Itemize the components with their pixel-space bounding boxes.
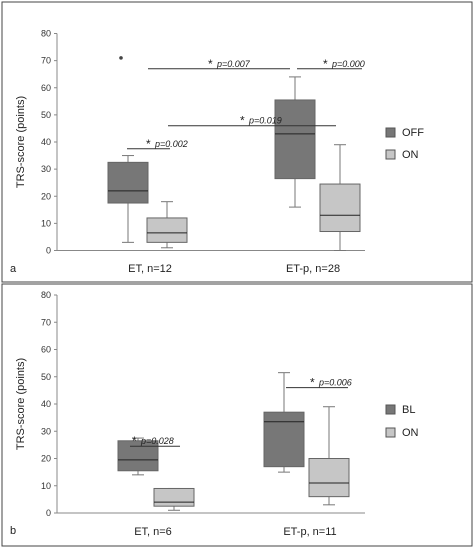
y-tick-label: 10 xyxy=(41,218,51,228)
significance-star: * xyxy=(132,434,137,448)
y-tick-label: 0 xyxy=(46,508,51,518)
box-on xyxy=(319,183,361,233)
legend-label: BL xyxy=(402,404,415,416)
y-tick-label: 50 xyxy=(41,110,51,120)
y-tick-label: 30 xyxy=(41,164,51,174)
y-tick-label: 80 xyxy=(41,29,51,39)
box-off xyxy=(274,99,316,180)
y-tick-label: 0 xyxy=(46,246,51,256)
significance-p-value: p=0.006 xyxy=(318,378,352,388)
outlier-point xyxy=(119,56,123,60)
y-tick-label: 40 xyxy=(41,399,51,409)
significance-star: * xyxy=(323,57,328,71)
legend-label: ON xyxy=(402,149,419,161)
significance-p-value: p=0.007 xyxy=(216,59,251,69)
significance-star: * xyxy=(208,57,213,71)
box-bl xyxy=(263,411,305,468)
y-tick-label: 80 xyxy=(41,290,51,300)
y-tick-label: 60 xyxy=(41,83,51,93)
significance-star: * xyxy=(146,137,151,151)
y-tick-label: 20 xyxy=(41,454,51,464)
panel-label: a xyxy=(10,263,17,275)
y-tick-label: 50 xyxy=(41,372,51,382)
y-axis-label: TRS-score (points) xyxy=(15,96,27,188)
y-tick-label: 20 xyxy=(41,191,51,201)
y-tick-label: 60 xyxy=(41,345,51,355)
category-label: ET-p, n=11 xyxy=(283,526,336,538)
y-axis-label: TRS-score (points) xyxy=(15,358,27,450)
legend-label: ON xyxy=(402,427,419,439)
legend-swatch xyxy=(385,149,396,160)
significance-p-value: p=0.019 xyxy=(248,116,282,126)
box-on xyxy=(146,217,188,243)
category-label: ET-p, n=28 xyxy=(286,263,340,275)
panel-frame xyxy=(1,283,473,547)
y-tick-label: 10 xyxy=(41,481,51,491)
box-off xyxy=(107,161,149,204)
y-tick-label: 40 xyxy=(41,137,51,147)
box-on xyxy=(153,487,195,507)
y-tick-label: 70 xyxy=(41,56,51,66)
y-tick-label: 30 xyxy=(41,426,51,436)
legend-swatch xyxy=(385,127,396,138)
significance-p-value: p=0.000 xyxy=(331,59,365,69)
box-on xyxy=(308,458,350,498)
legend-label: OFF xyxy=(402,127,424,139)
category-label: ET, n=6 xyxy=(134,526,172,538)
category-label: ET, n=12 xyxy=(128,263,172,275)
significance-star: * xyxy=(240,114,245,128)
y-tick-label: 70 xyxy=(41,317,51,327)
legend-swatch xyxy=(385,404,396,415)
panel-label: b xyxy=(10,525,16,537)
significance-star: * xyxy=(310,376,315,390)
significance-p-value: p=0.002 xyxy=(154,139,188,149)
significance-p-value: p=0.028 xyxy=(140,436,174,446)
legend-swatch xyxy=(385,427,396,438)
panel-frame xyxy=(1,1,473,283)
